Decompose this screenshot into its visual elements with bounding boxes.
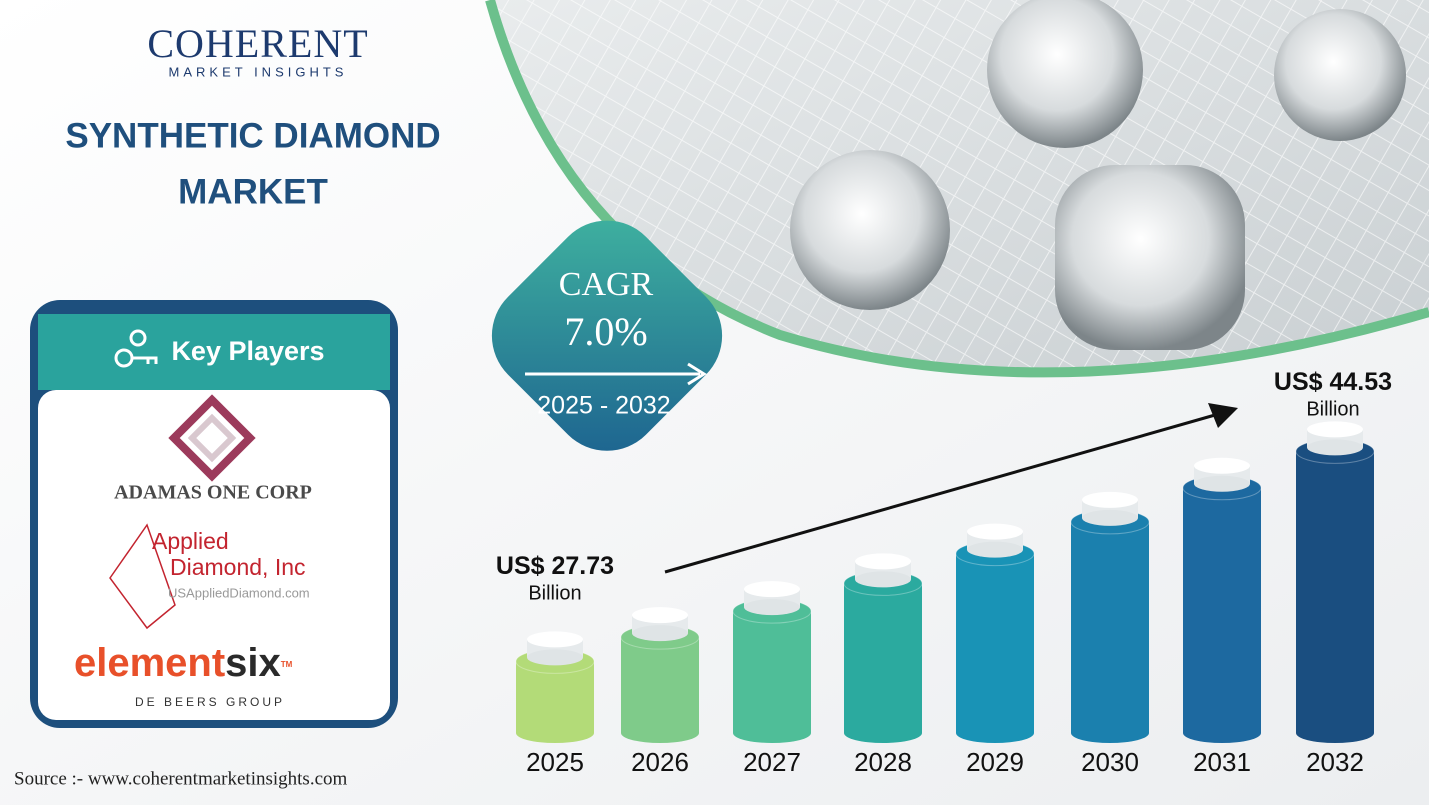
bar-cap-top [1082, 491, 1138, 508]
trend-arrow [664, 413, 1216, 574]
adamas-logo [168, 394, 256, 482]
player-name: Applied [152, 528, 229, 554]
bar [844, 583, 922, 733]
bar-cap-top [1307, 421, 1363, 438]
cagr-rate: 7.0% [564, 309, 647, 354]
trend-arrowhead [1208, 403, 1238, 428]
x-tick-label: 2025 [526, 747, 584, 777]
bar-cap-bottom [1194, 475, 1250, 492]
x-tick-label: 2027 [743, 747, 801, 777]
bar-cap-bottom [1307, 439, 1363, 456]
bar-cap-top [1194, 457, 1250, 474]
x-tick-label: 2029 [966, 747, 1024, 777]
cagr-arrow [525, 362, 707, 386]
player-name: Diamond, Inc [170, 554, 306, 580]
bar [1296, 451, 1374, 733]
value-label: US$ 27.73 [496, 552, 614, 580]
bar [1183, 487, 1261, 733]
bar-cap-bottom [744, 599, 800, 616]
bar-cap-top [527, 631, 583, 648]
x-tick-label: 2030 [1081, 747, 1139, 777]
diamond [790, 150, 950, 310]
bar [621, 637, 699, 733]
cagr-label: CAGR [559, 266, 654, 303]
green-arc [485, 0, 1429, 378]
key-icon [114, 329, 158, 368]
bar [733, 611, 811, 733]
brand: COHERENT [147, 21, 368, 66]
diamond [987, 0, 1143, 148]
applied-logo [109, 523, 176, 630]
bar-cap-top [967, 523, 1023, 540]
players-header [38, 314, 390, 390]
diamond [1055, 165, 1245, 350]
cagr-period: 2025 - 2032 [537, 392, 670, 420]
title: MARKET [178, 172, 328, 211]
bar [956, 553, 1034, 733]
x-tick-label: 2032 [1306, 747, 1364, 777]
player-name: ADAMAS ONE CORP [114, 482, 312, 504]
player-site: USAppliedDiamond.com [168, 585, 310, 600]
x-tick-label: 2028 [854, 747, 912, 777]
bar-cap-top [855, 553, 911, 570]
bar-cap-bottom [1082, 509, 1138, 526]
diamond [1274, 9, 1406, 141]
bar-cap-bottom [527, 649, 583, 666]
value-label: US$ 44.53 [1274, 368, 1392, 396]
value-unit: Billion [1306, 399, 1359, 421]
bar-cap-bottom [855, 571, 911, 588]
player-name: elementsixTM [74, 641, 293, 685]
brand-sub: MARKET INSIGHTS [169, 64, 348, 79]
bar-cap-bottom [967, 541, 1023, 558]
bar-cap-top [632, 607, 688, 624]
source: Source :- www.coherentmarketinsights.com [14, 768, 348, 789]
x-tick-label: 2031 [1193, 747, 1251, 777]
bar [1071, 521, 1149, 733]
players-heading: Key Players [171, 336, 324, 366]
x-tick-label: 2026 [631, 747, 689, 777]
players-body [38, 390, 390, 720]
title: SYNTHETIC DIAMOND [65, 116, 440, 155]
player-sub: DE BEERS GROUP [135, 695, 285, 709]
value-unit: Billion [528, 583, 581, 605]
cagr-badge [491, 220, 723, 451]
bar-cap-top [744, 581, 800, 598]
bar-cap-bottom [632, 625, 688, 642]
